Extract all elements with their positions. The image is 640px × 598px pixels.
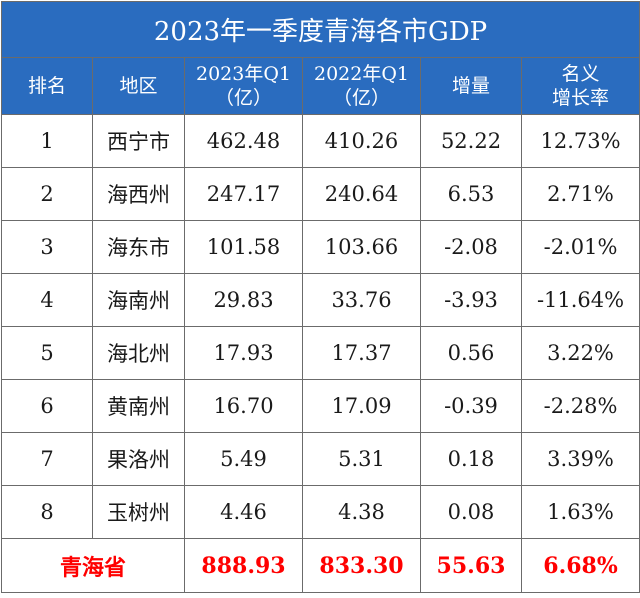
table-row: 4 海南州 29.83 33.76 -3.93 -11.64% <box>1 273 640 327</box>
delta-cell: -3.93 <box>420 273 522 327</box>
rank-cell: 3 <box>1 220 93 274</box>
table-row: 8 玉树州 4.46 4.38 0.08 1.63% <box>1 485 640 539</box>
header-q1-2023-line2: （亿） <box>214 87 272 109</box>
q1-2022-cell: 240.64 <box>302 167 421 221</box>
header-row: 排名 地区 2023年Q1 （亿） 2022年Q1 （亿） 增量 名义 增长率 <box>1 57 640 115</box>
header-delta-label: 增量 <box>451 75 490 97</box>
header-growth-line2: 增长率 <box>552 87 610 109</box>
rank-cell: 5 <box>1 326 93 380</box>
table-row: 1 西宁市 462.48 410.26 52.22 12.73% <box>1 114 640 168</box>
growth-cell: -11.64% <box>520 273 640 327</box>
growth-cell: 12.73% <box>520 114 640 168</box>
header-delta: 增量 <box>420 57 522 115</box>
delta-cell: -2.08 <box>420 220 522 274</box>
table-title: 2023年一季度青海各市GDP <box>0 1 640 58</box>
header-q1-2023-line1: 2023年Q1 <box>195 63 292 85</box>
q1-2022-cell: 410.26 <box>302 114 421 168</box>
q1-2022-cell: 17.37 <box>302 326 421 380</box>
table-row: 2 海西州 247.17 240.64 6.53 2.71% <box>1 167 640 221</box>
q1-2023-cell: 17.93 <box>184 326 303 380</box>
header-rank-label: 排名 <box>27 75 66 97</box>
q1-2022-cell: 33.76 <box>302 273 421 327</box>
delta-cell: -0.39 <box>420 379 522 433</box>
total-row: 青海省 888.93 833.30 55.63 6.68% <box>1 538 640 593</box>
region-cell: 海西州 <box>92 167 185 221</box>
region-cell: 果洛州 <box>92 432 185 486</box>
delta-cell: 0.08 <box>420 485 522 539</box>
table-row: 6 黄南州 16.70 17.09 -0.39 -2.28% <box>1 379 640 433</box>
growth-cell: 1.63% <box>520 485 640 539</box>
region-cell: 海东市 <box>92 220 185 274</box>
q1-2022-cell: 5.31 <box>302 432 421 486</box>
growth-cell: -2.01% <box>520 220 640 274</box>
header-region: 地区 <box>92 57 185 115</box>
q1-2022-cell: 103.66 <box>302 220 421 274</box>
q1-2023-cell: 462.48 <box>184 114 303 168</box>
table-row: 7 果洛州 5.49 5.31 0.18 3.39% <box>1 432 640 486</box>
header-q1-2022-line2: （亿） <box>332 87 390 109</box>
header-rank: 排名 <box>1 57 93 115</box>
delta-cell: 0.18 <box>420 432 522 486</box>
region-cell: 玉树州 <box>92 485 185 539</box>
rank-cell: 7 <box>1 432 93 486</box>
total-region-cell: 青海省 <box>1 538 185 593</box>
region-cell: 黄南州 <box>92 379 185 433</box>
total-growth-cell: 6.68% <box>520 538 640 593</box>
q1-2023-cell: 4.46 <box>184 485 303 539</box>
delta-cell: 6.53 <box>420 167 522 221</box>
table-row: 3 海东市 101.58 103.66 -2.08 -2.01% <box>1 220 640 274</box>
rank-cell: 6 <box>1 379 93 433</box>
q1-2023-cell: 16.70 <box>184 379 303 433</box>
total-delta-cell: 55.63 <box>420 538 522 593</box>
rank-cell: 2 <box>1 167 93 221</box>
header-region-label: 地区 <box>119 75 158 97</box>
q1-2022-cell: 4.38 <box>302 485 421 539</box>
growth-cell: 3.39% <box>520 432 640 486</box>
header-q1-2022: 2022年Q1 （亿） <box>302 57 421 115</box>
delta-cell: 52.22 <box>420 114 522 168</box>
q1-2023-cell: 101.58 <box>184 220 303 274</box>
growth-cell: 2.71% <box>520 167 640 221</box>
q1-2023-cell: 29.83 <box>184 273 303 327</box>
table-row: 5 海北州 17.93 17.37 0.56 3.22% <box>1 326 640 380</box>
q1-2023-cell: 5.49 <box>184 432 303 486</box>
rank-cell: 8 <box>1 485 93 539</box>
total-q1-2022-cell: 833.30 <box>302 538 421 593</box>
region-cell: 海南州 <box>92 273 185 327</box>
region-cell: 海北州 <box>92 326 185 380</box>
q1-2022-cell: 17.09 <box>302 379 421 433</box>
header-growth: 名义 增长率 <box>520 57 640 115</box>
title-row: 2023年一季度青海各市GDP <box>0 1 640 58</box>
growth-cell: 3.22% <box>520 326 640 380</box>
rank-cell: 4 <box>1 273 93 327</box>
header-q1-2023: 2023年Q1 （亿） <box>184 57 303 115</box>
header-growth-line1: 名义 <box>561 63 600 85</box>
header-q1-2022-line1: 2022年Q1 <box>313 63 410 85</box>
delta-cell: 0.56 <box>420 326 522 380</box>
rank-cell: 1 <box>1 114 93 168</box>
region-cell: 西宁市 <box>92 114 185 168</box>
q1-2023-cell: 247.17 <box>184 167 303 221</box>
total-q1-2023-cell: 888.93 <box>184 538 303 593</box>
growth-cell: -2.28% <box>520 379 640 433</box>
